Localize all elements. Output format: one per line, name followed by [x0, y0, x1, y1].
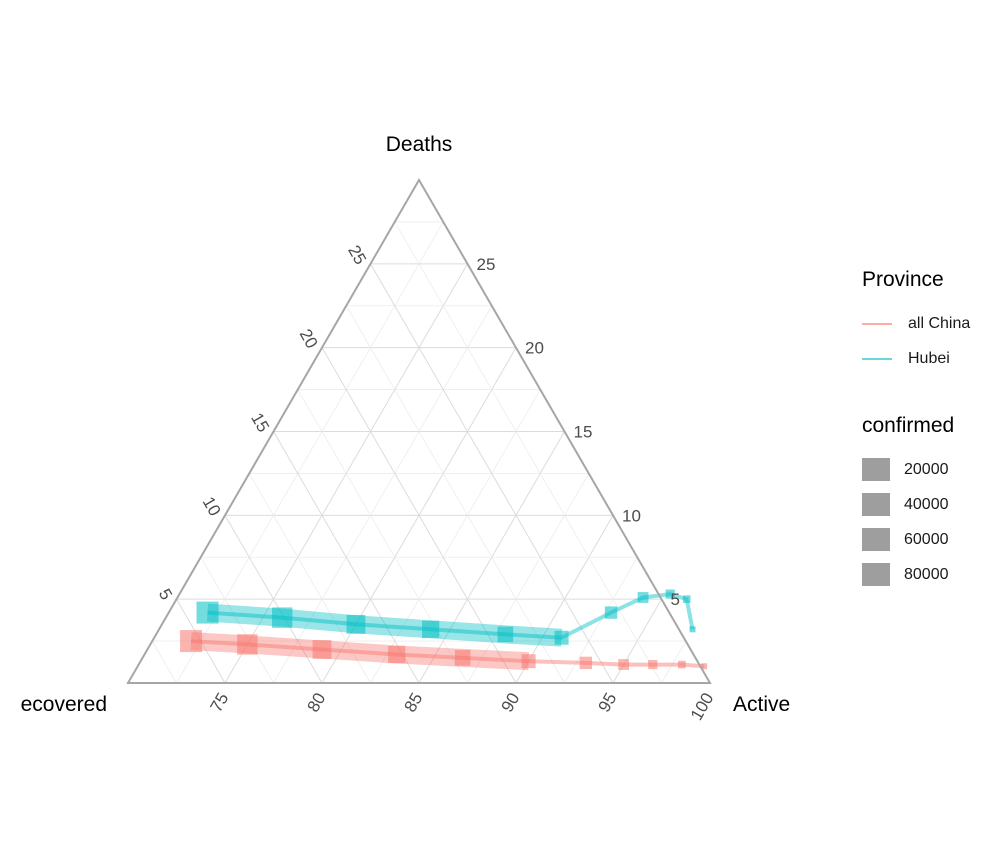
- grid-line: [370, 389, 541, 684]
- tick-label-bottom: 95: [595, 690, 621, 716]
- grid-line: [200, 557, 274, 684]
- data-point: [665, 589, 675, 599]
- grid-line: [224, 515, 323, 684]
- tick-label-bottom: 75: [207, 690, 233, 716]
- tick-label-right: 15: [574, 423, 593, 442]
- data-point: [604, 606, 618, 619]
- data-point: [678, 660, 686, 669]
- grid-line: [273, 305, 493, 684]
- axis-label-recovered: ecovered: [21, 693, 107, 716]
- legend: Province all China Hubei confirmed 20000…: [862, 268, 1002, 592]
- data-point: [497, 626, 514, 643]
- tick-label-bottom: 85: [401, 690, 427, 716]
- grid-line: [394, 221, 662, 684]
- data-point: [196, 601, 219, 624]
- grid-line: [370, 263, 614, 684]
- data-point: [422, 620, 440, 638]
- tick-label-right: 5: [671, 590, 680, 609]
- legend-size-swatch: [862, 493, 890, 516]
- data-point: [272, 607, 293, 628]
- data-point: [554, 630, 569, 645]
- axis-label-active: Active: [733, 693, 790, 716]
- grid-line: [661, 640, 687, 684]
- data-point: [618, 659, 630, 670]
- tick-label-right: 20: [525, 339, 544, 358]
- tick-label-right: 25: [477, 255, 496, 274]
- tick-label-bottom: 100: [687, 690, 718, 724]
- data-point: [346, 614, 366, 634]
- grid-line: [176, 221, 444, 684]
- series-band: [206, 603, 563, 647]
- legend-label: 20000: [904, 460, 949, 478]
- legend-label: 40000: [904, 495, 949, 513]
- legend-item-size: 40000: [862, 487, 1002, 522]
- data-point: [701, 663, 708, 670]
- legend-item-all-china: all China: [862, 306, 1002, 341]
- tick-label-right: 10: [622, 506, 641, 525]
- data-point: [388, 645, 406, 664]
- legend-line-swatch: [862, 322, 892, 325]
- grid-line: [151, 640, 177, 684]
- data-point: [180, 630, 203, 653]
- data-point: [521, 654, 536, 669]
- grid-line: [345, 305, 565, 684]
- data-point: [237, 634, 258, 655]
- legend-label: Hubei: [908, 349, 950, 367]
- legend-title-province: Province: [862, 268, 944, 291]
- legend-label: 80000: [904, 565, 949, 583]
- tick-label-bottom: 90: [498, 690, 524, 716]
- tick-label-left: 20: [296, 326, 322, 352]
- tick-label-left: 5: [155, 585, 176, 603]
- legend-item-size: 20000: [862, 452, 1002, 487]
- legend-item-hubei: Hubei: [862, 341, 1002, 376]
- tick-label-left: 15: [247, 410, 273, 436]
- legend-title-confirmed: confirmed: [862, 414, 955, 437]
- data-point: [648, 659, 658, 670]
- grid-line: [564, 557, 638, 684]
- legend-size-swatch: [862, 458, 890, 481]
- triangle-frame: [126, 178, 712, 684]
- grid-line: [273, 431, 420, 684]
- data-point: [579, 656, 593, 670]
- grid-line: [321, 347, 517, 684]
- data-point: [637, 592, 649, 603]
- data-point: [682, 595, 691, 603]
- tick-label-left: 25: [344, 242, 370, 268]
- tick-label-left: 10: [199, 493, 225, 519]
- legend-line-swatch: [862, 357, 892, 360]
- data-point: [312, 640, 332, 659]
- legend-label: 60000: [904, 530, 949, 548]
- data-point: [689, 626, 696, 633]
- legend-label: all China: [908, 314, 971, 332]
- tick-label-bottom: 80: [304, 690, 330, 716]
- series-layer: [180, 589, 708, 671]
- grid-line: [248, 473, 371, 684]
- legend-item-size: 80000: [862, 557, 1002, 592]
- grid-line: [467, 473, 590, 684]
- axis-label-deaths: Deaths: [386, 133, 453, 156]
- legend-size-swatch: [862, 563, 890, 586]
- data-point: [454, 650, 471, 666]
- legend-item-size: 60000: [862, 522, 1002, 557]
- legend-size-swatch: [862, 528, 890, 551]
